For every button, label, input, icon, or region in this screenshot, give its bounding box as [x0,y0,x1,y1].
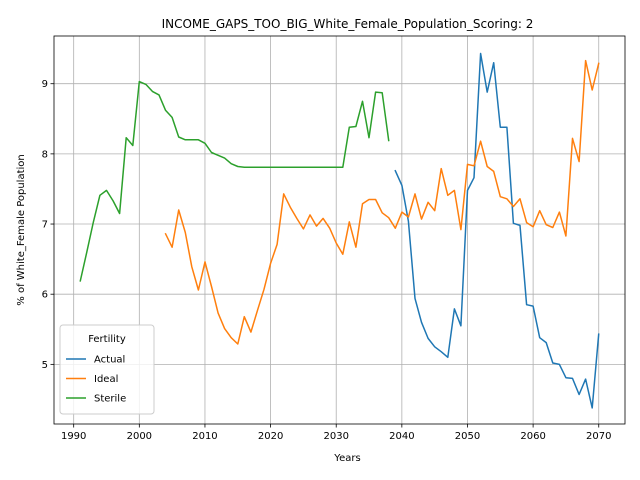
series-lines [79,52,600,409]
x-tick-label: 2010 [192,431,217,442]
x-tick-label: 2000 [127,431,152,442]
series-line-ideal [164,59,600,345]
plot-frame [53,35,626,425]
x-tick-label: 2030 [323,431,348,442]
x-tick-label: 2020 [258,431,283,442]
legend-label-sterile: Sterile [94,394,126,405]
legend: Fertility Actual Ideal Sterile [59,324,155,415]
grid-lines [54,36,625,424]
series-line-sterile [79,80,390,282]
legend-label-ideal: Ideal [94,374,118,385]
x-tick-label: 2060 [520,431,545,442]
x-tick-label: 1990 [61,431,86,442]
y-tick-label: 5 [42,360,48,371]
series-line-actual [394,52,600,409]
axis-ticks: 1990 2000 2010 2020 2030 2040 2050 2060 2070 5 6 7 8… [42,79,612,442]
x-axis-label: Years [333,453,360,464]
y-axis-label: % of White_Female Population [16,154,27,305]
x-tick-label: 2040 [389,431,414,442]
legend-entries: Actual Ideal Sterile [66,355,126,405]
chart-title: INCOME_GAPS_TOO_BIG_White_Female_Populat… [162,17,534,31]
y-tick-label: 9 [42,79,48,90]
legend-label-actual: Actual [94,355,125,366]
x-tick-label: 2070 [586,431,611,442]
x-tick-label: 2050 [455,431,480,442]
y-tick-label: 8 [42,149,48,160]
y-tick-label: 7 [42,220,48,231]
legend-box [59,324,155,415]
legend-title: Fertility [88,334,126,345]
y-tick-label: 6 [42,290,48,301]
